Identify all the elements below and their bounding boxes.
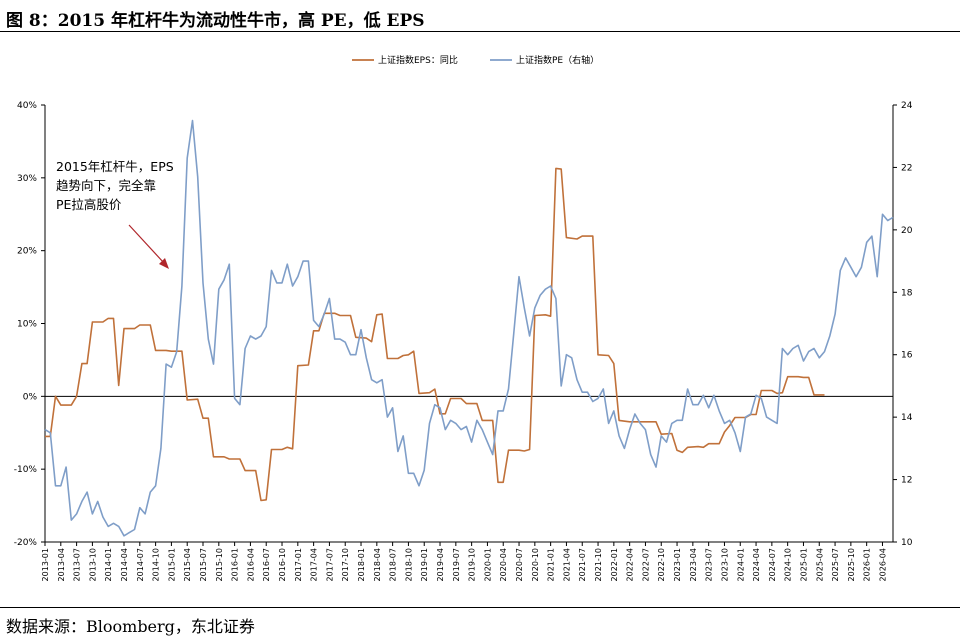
x-tick-label: 2013-10: [88, 548, 97, 581]
x-tick-label: 2016-04: [246, 548, 255, 581]
x-tick-label: 2013-01: [41, 548, 50, 581]
annotation-arrow: [128, 224, 169, 269]
x-tick-label: 2022-10: [657, 548, 666, 581]
x-tick-label: 2024-04: [752, 548, 761, 581]
y-left-tick-label: -10%: [14, 465, 38, 475]
x-tick-label: 2016-10: [278, 548, 287, 581]
x-tick-label: 2015-07: [199, 548, 208, 581]
pe-line: [44, 119, 894, 537]
x-tick-label: 2022-07: [641, 548, 650, 581]
x-tick-label: 2020-07: [515, 548, 524, 581]
x-tick-label: 2023-10: [720, 548, 729, 581]
y-left-tick-label: 40%: [17, 101, 37, 111]
x-tick-label: 2024-10: [784, 548, 793, 581]
x-tick-label: 2025-10: [847, 548, 856, 581]
x-tick-label: 2021-07: [578, 548, 587, 581]
y-right-tick-label: 12: [901, 476, 912, 486]
x-tick-label: 2023-04: [689, 548, 698, 581]
x-tick-label: 2018-04: [373, 548, 382, 581]
x-tick-label: 2013-04: [57, 548, 66, 581]
series-layer: [44, 119, 894, 537]
x-tick-label: 2017-04: [310, 548, 319, 581]
y-right-tick-label: 20: [901, 226, 913, 236]
x-tick-label: 2015-10: [215, 548, 224, 581]
eps-yoy-line: [45, 167, 825, 502]
y-left-tick-label: 0%: [23, 392, 38, 402]
x-tick-label: 2017-10: [341, 548, 350, 581]
x-tick-label: 2016-07: [262, 548, 271, 581]
x-tick-label: 2015-01: [167, 548, 176, 581]
x-tick-label: 2020-04: [499, 548, 508, 581]
figure-title: 图 8：2015 年杠杆牛为流动性牛市，高 PE，低 EPS: [6, 11, 425, 31]
annotation-line: 趋势向下，完全靠: [56, 178, 157, 193]
y-right-tick-label: 14: [901, 413, 913, 423]
x-tick-label: 2022-01: [610, 548, 619, 581]
annotation-line: 2015年杠杆牛，EPS: [56, 159, 174, 174]
x-tick-label: 2025-01: [799, 548, 808, 581]
x-tick-label: 2018-07: [389, 548, 398, 581]
x-tick-label: 2014-04: [120, 548, 129, 581]
x-tick-label: 2024-07: [768, 548, 777, 581]
x-tick-label: 2014-07: [136, 548, 145, 581]
x-tick-label: 2025-07: [831, 548, 840, 581]
y-left-tick-label: 30%: [17, 174, 37, 184]
y-right-tick-label: 24: [901, 101, 913, 111]
chart-annotation: 2015年杠杆牛，EPS 趋势向下，完全靠 PE拉高股价: [56, 157, 174, 214]
x-tick-label: 2021-04: [562, 548, 571, 581]
y-left-tick-label: -20%: [14, 538, 38, 548]
x-tick-label: 2014-01: [104, 548, 113, 581]
x-tick-label: 2021-10: [594, 548, 603, 581]
x-tick-label: 2019-04: [436, 548, 445, 581]
legend-label-eps: 上证指数EPS：同比: [378, 54, 458, 66]
x-tick-label: 2019-01: [420, 548, 429, 581]
x-tick-label: 2013-07: [73, 548, 82, 581]
legend-label-pe: 上证指数PE（右轴）: [516, 54, 599, 66]
y-left-tick-label: 20%: [17, 247, 37, 257]
source-rule: [0, 607, 960, 608]
x-tick-label: 2022-04: [626, 548, 635, 581]
y-left-tick-label: 10%: [17, 320, 37, 330]
annotation-line: PE拉高股价: [56, 197, 122, 212]
x-tick-label: 2014-10: [152, 548, 161, 581]
x-tick-label: 2017-07: [325, 548, 334, 581]
x-tick-label: 2026-01: [863, 548, 872, 581]
x-tick-label: 2026-04: [878, 548, 887, 581]
y-right-tick-label: 18: [901, 288, 913, 298]
x-tick-label: 2016-01: [231, 548, 240, 581]
x-tick-label: 2018-01: [357, 548, 366, 581]
x-tick-label: 2018-10: [404, 548, 413, 581]
x-tick-label: 2024-01: [736, 548, 745, 581]
x-tick-label: 2021-01: [547, 548, 556, 581]
x-tick-label: 2023-07: [705, 548, 714, 581]
y-right-tick-label: 10: [901, 538, 913, 548]
y-right-tick-label: 16: [901, 351, 913, 361]
x-tick-label: 2025-04: [815, 548, 824, 581]
x-tick-label: 2020-10: [531, 548, 540, 581]
title-rule: [0, 31, 960, 32]
y-right-tick-label: 22: [901, 163, 912, 173]
x-tick-label: 2017-01: [294, 548, 303, 581]
x-tick-label: 2019-07: [452, 548, 461, 581]
legend: 上证指数EPS：同比 上证指数PE（右轴）: [352, 54, 599, 66]
x-tick-label: 2020-01: [483, 548, 492, 581]
x-tick-label: 2015-04: [183, 548, 192, 581]
x-tick-label: 2023-01: [673, 548, 682, 581]
figure-source: 数据来源：Bloomberg，东北证券: [6, 617, 255, 636]
x-tick-label: 2019-10: [468, 548, 477, 581]
